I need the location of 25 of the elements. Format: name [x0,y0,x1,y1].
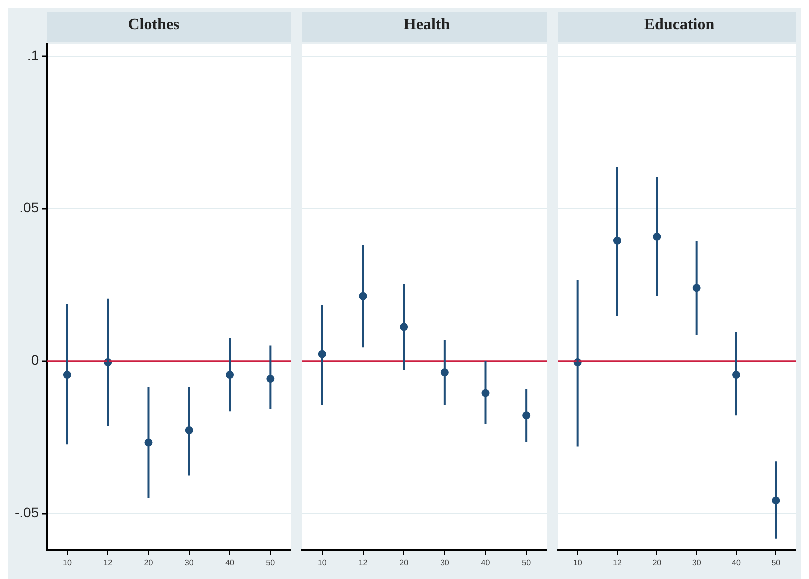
chart-title: Clothes [128,16,180,34]
x-tick-label: 20 [652,558,662,568]
x-tick-label: 50 [772,558,782,568]
chart-title: Education [644,16,715,34]
x-tick-label: 12 [613,558,622,568]
x-tick-label: 10 [573,558,583,568]
x-tick-label: 30 [184,558,194,568]
x-tick-label: 30 [692,558,702,568]
x-tick-label: 50 [266,558,276,568]
x-tick-label: 10 [318,558,328,568]
x-tick-label: 12 [358,558,368,568]
x-tick-label: 20 [144,558,154,568]
chart-title: Health [404,16,450,34]
y-tick-label: .1 [27,47,40,64]
y-tick-label: -.05 [15,504,40,521]
y-tick-label: .05 [20,200,40,216]
x-tick-label: 20 [400,558,410,568]
y-tick-label: 0 [31,352,40,368]
x-tick-label: 12 [104,558,114,568]
x-tick-label: 40 [732,558,742,568]
x-tick-label: 50 [522,558,532,568]
x-tick-label: 10 [62,558,72,568]
x-tick-label: 40 [226,558,236,568]
x-tick-label: 40 [481,558,491,568]
x-tick-label: 30 [440,558,450,568]
